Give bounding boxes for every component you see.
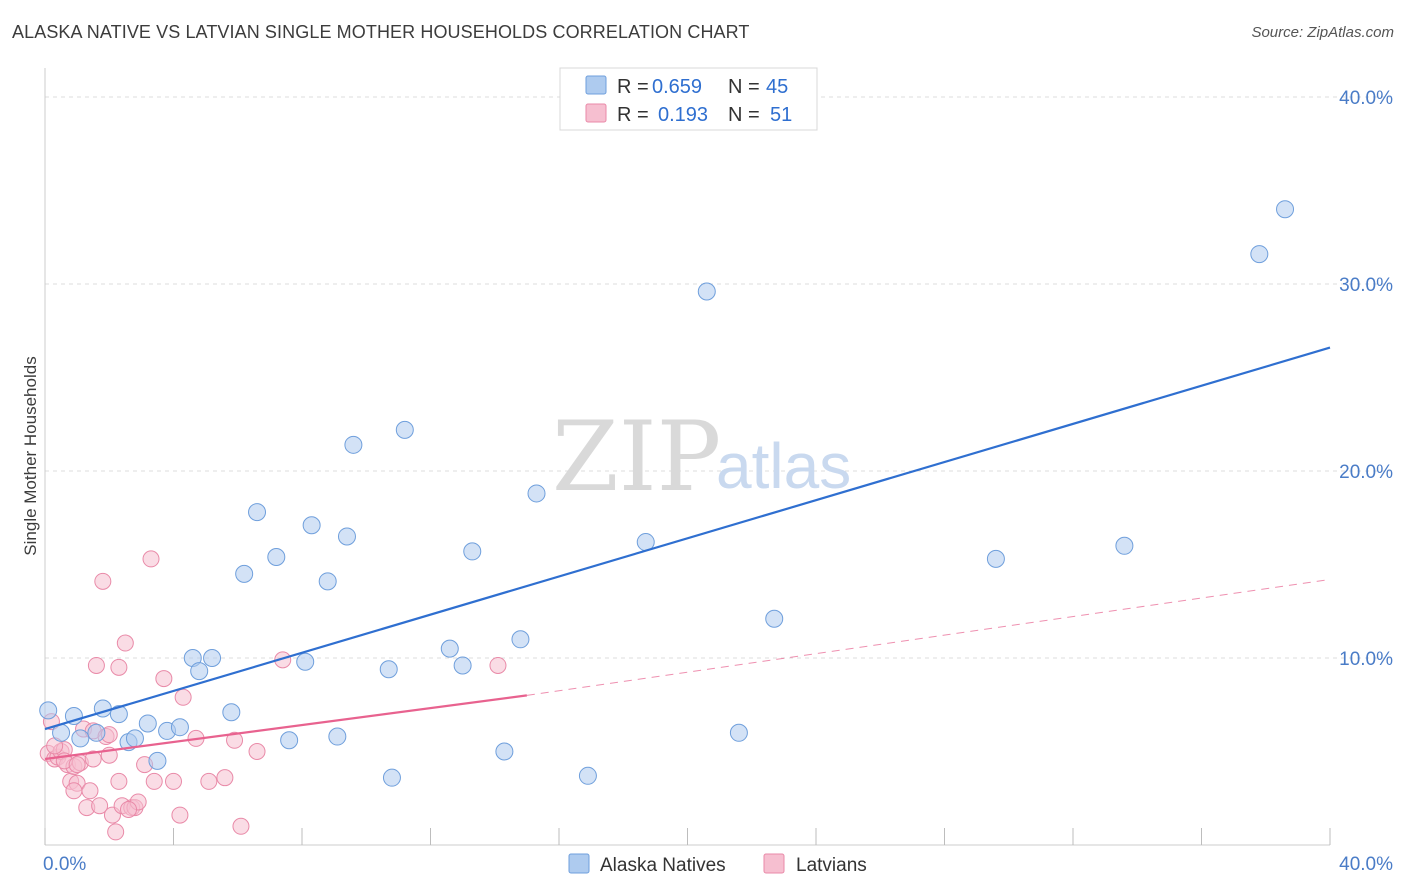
y-axis-label: Single Mother Households	[21, 356, 40, 555]
latvian-trend-line	[45, 695, 527, 759]
y-tick-label-3: 40.0%	[1339, 88, 1393, 109]
latvian-point-23	[111, 659, 127, 675]
alaska-point-29	[396, 421, 413, 438]
bottom-legend-latvians: Latvians	[796, 855, 867, 876]
y-tick-label-1: 20.0%	[1339, 462, 1393, 483]
legend-n-value-1: 45	[766, 76, 788, 98]
legend-r-label-1: R =	[617, 76, 649, 98]
alaska-point-0	[40, 702, 57, 719]
alaska-point-30	[441, 640, 458, 657]
legend-swatch-blue	[586, 76, 606, 94]
alaska-point-28	[383, 769, 400, 786]
bottom-legend-swatch-pink	[764, 854, 784, 873]
watermark-atlas: atlas	[716, 430, 851, 502]
legend-box: R = 0.659 N = 45 R = 0.193 N = 51	[560, 68, 817, 130]
alaska-point-14	[191, 663, 208, 680]
alaska-point-23	[319, 573, 336, 590]
latvian-point-38	[217, 770, 233, 786]
latvian-point-17	[95, 573, 111, 589]
alaska-point-41	[987, 550, 1004, 567]
latvian-point-31	[146, 773, 162, 789]
latvian-point-13	[82, 783, 98, 799]
latvian-trend-extension	[527, 579, 1330, 695]
latvian-point-37	[201, 773, 217, 789]
legend-n-label-1: N =	[728, 76, 760, 98]
latvian-point-41	[249, 744, 265, 760]
latvian-point-45	[69, 757, 85, 773]
alaska-point-40	[766, 610, 783, 627]
alaska-point-10	[149, 752, 166, 769]
alaska-point-43	[1251, 246, 1268, 263]
alaska-point-39	[730, 724, 747, 741]
watermark: ZIP atlas	[552, 401, 851, 513]
latvian-point-34	[172, 807, 188, 823]
y-tick-label-2: 30.0%	[1339, 275, 1393, 296]
alaska-point-26	[345, 436, 362, 453]
alaska-point-42	[1116, 537, 1133, 554]
alaska-point-38	[698, 283, 715, 300]
bottom-legend-swatch-blue	[569, 854, 589, 873]
alaska-point-27	[380, 661, 397, 678]
alaska-point-15	[204, 650, 221, 667]
latvian-point-43	[490, 657, 506, 673]
alaska-point-44	[1277, 201, 1294, 218]
legend-n-label-2: N =	[728, 104, 760, 126]
alaska-point-3	[72, 730, 89, 747]
latvian-point-48	[121, 801, 137, 817]
legend-n-value-2: 51	[770, 104, 792, 126]
alaska-point-16	[223, 704, 240, 721]
alaska-point-8	[126, 730, 143, 747]
alaska-point-21	[297, 653, 314, 670]
alaska-point-9	[139, 715, 156, 732]
bottom-legend-alaska: Alaska Natives	[600, 855, 726, 876]
legend-swatch-pink	[586, 104, 606, 122]
alaska-point-25	[338, 528, 355, 545]
alaska-point-36	[579, 767, 596, 784]
bottom-legend: Alaska Natives Latvians	[569, 854, 867, 876]
latvian-point-21	[108, 824, 124, 840]
latvian-point-22	[111, 773, 127, 789]
latvian-point-40	[233, 818, 249, 834]
alaska-point-34	[512, 631, 529, 648]
latvian-point-15	[88, 657, 104, 673]
alaska-point-19	[268, 549, 285, 566]
alaska-point-35	[528, 485, 545, 502]
scatter-chart: ZIP atlas 10.0%20.0%30.0%40.0%0.0% 40.0% …	[0, 0, 1406, 892]
latvian-point-25	[117, 635, 133, 651]
data-points	[40, 201, 1294, 840]
legend-r-value-2: 0.193	[658, 104, 708, 126]
alaska-point-24	[329, 728, 346, 745]
alaska-point-33	[496, 743, 513, 760]
x-tick-label-1: 40.0%	[1339, 854, 1393, 875]
latvian-point-32	[156, 671, 172, 687]
x-tick-label-0: 0.0%	[43, 854, 86, 875]
y-tick-label-0: 10.0%	[1339, 649, 1393, 670]
latvian-point-33	[166, 773, 182, 789]
alaska-point-20	[281, 732, 298, 749]
alaska-point-12	[171, 719, 188, 736]
alaska-point-31	[454, 657, 471, 674]
latvian-point-35	[175, 689, 191, 705]
alaska-point-32	[464, 543, 481, 560]
alaska-point-18	[249, 504, 266, 521]
legend-r-label-2: R =	[617, 104, 649, 126]
alaska-point-17	[236, 565, 253, 582]
legend-r-value-1: 0.659	[652, 76, 702, 98]
watermark-zip: ZIP	[552, 401, 721, 513]
alaska-point-22	[303, 517, 320, 534]
alaska-point-4	[88, 724, 105, 741]
latvian-point-50	[66, 783, 82, 799]
latvian-point-30	[143, 551, 159, 567]
